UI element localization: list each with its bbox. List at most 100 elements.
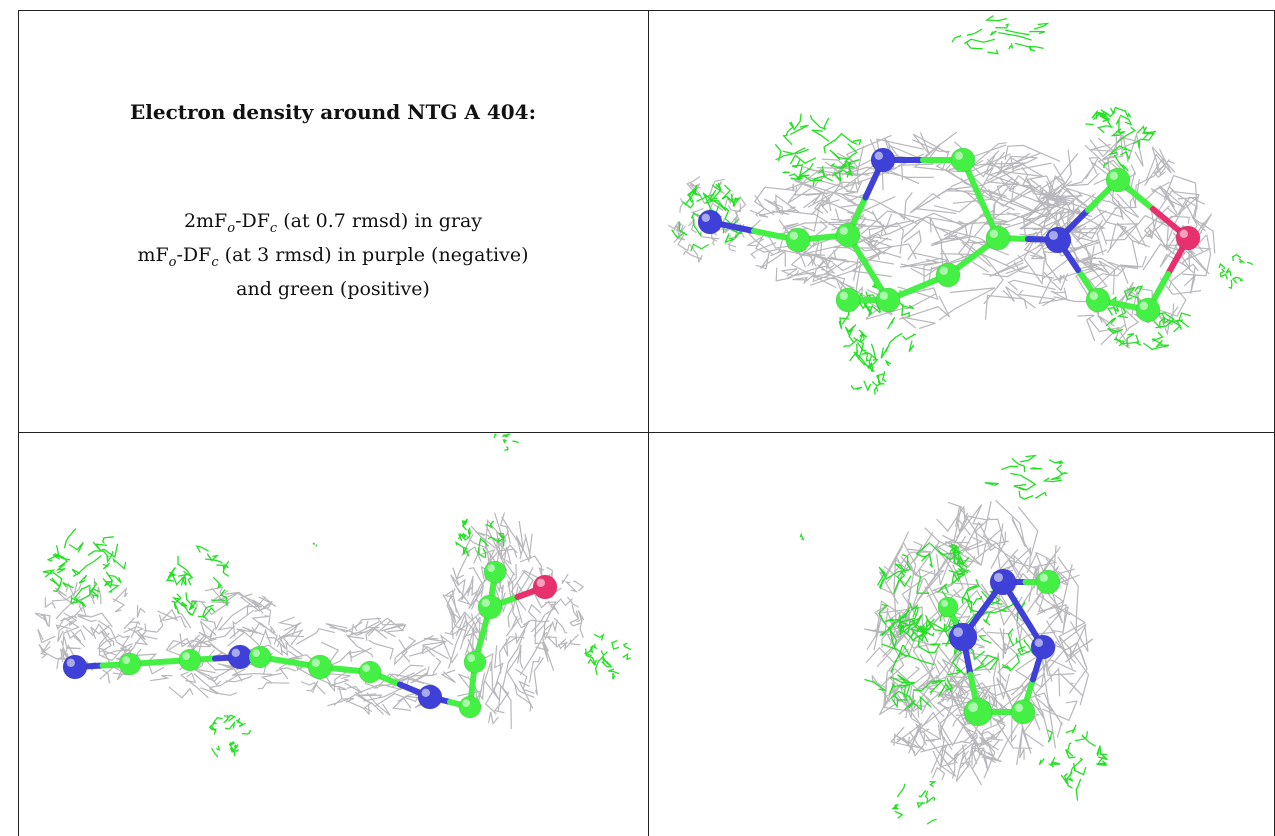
green-mesh-line <box>896 609 911 629</box>
nitrogen-atom-highlight <box>231 648 240 657</box>
gray-mesh-line <box>1048 605 1069 633</box>
gray-mesh-line <box>1066 208 1104 240</box>
green-mesh-line <box>171 597 187 609</box>
density-view-side <box>34 433 632 758</box>
gray-mesh-line <box>807 158 858 177</box>
gray-mesh-line <box>224 591 266 608</box>
green-mesh-line <box>908 602 919 618</box>
green-mesh-line <box>1231 253 1242 262</box>
green-mesh-line <box>966 599 982 613</box>
gray-mesh-line <box>127 627 149 646</box>
gray-mesh-line <box>750 242 777 259</box>
carbon-atom-highlight <box>968 702 978 712</box>
gray-mesh-line <box>1017 289 1057 307</box>
gray-mesh-line <box>258 595 276 607</box>
green-mesh-line <box>901 607 919 623</box>
green-mesh-line <box>212 717 223 725</box>
gray-mesh-line <box>55 618 71 631</box>
gray-mesh-line <box>112 597 126 613</box>
green-mesh-line <box>1007 628 1015 647</box>
gray-mesh-line <box>1153 162 1168 178</box>
gray-mesh-line <box>502 636 518 657</box>
green-mesh-line <box>881 371 887 383</box>
gray-mesh-line <box>760 250 786 269</box>
gray-mesh-line <box>410 666 430 684</box>
view-top-right <box>648 0 1275 432</box>
green-mesh-line <box>315 544 318 547</box>
green-mesh-line <box>854 353 866 366</box>
carbon-atom <box>1085 287 1111 313</box>
gray-mesh-line <box>936 658 968 694</box>
gray-mesh-line <box>900 216 969 240</box>
gray-mesh-line <box>168 637 195 652</box>
green-mesh-line <box>829 149 849 161</box>
nitrogen-atom <box>870 147 896 173</box>
green-mesh-line <box>823 117 830 131</box>
gray-mesh-line <box>137 630 158 641</box>
green-mesh-line <box>926 818 937 825</box>
gray-mesh-line <box>915 688 931 715</box>
green-mesh-line <box>1013 483 1027 491</box>
green-mesh-line <box>896 783 906 798</box>
line1-sub2: c <box>269 220 278 236</box>
green-mesh-line <box>174 593 182 614</box>
gray-mesh-line <box>143 614 164 633</box>
gray-mesh-line <box>903 229 922 261</box>
green-mesh-line <box>92 541 108 552</box>
green-mesh-line <box>809 114 827 130</box>
gray-mesh-line <box>931 766 946 781</box>
gray-mesh-line <box>501 516 524 550</box>
green-mesh-line <box>1050 756 1061 766</box>
gray-mesh-line <box>557 642 569 650</box>
green-mesh-line <box>206 553 219 562</box>
green-mesh-line <box>89 581 98 595</box>
green-mesh-line <box>1055 464 1068 474</box>
gray-mesh-line <box>327 670 348 693</box>
gray-mesh-line <box>251 615 270 628</box>
green-mesh-line <box>724 233 735 244</box>
gray-mesh-line <box>1163 174 1198 210</box>
green-mesh-line <box>951 34 962 43</box>
gray-mesh-line <box>984 294 1028 320</box>
gray-mesh-line <box>500 584 506 605</box>
gray-mesh-line <box>493 645 504 691</box>
line2-suffix: (at 3 rmsd) in purple (negative) <box>218 243 529 266</box>
gray-mesh-line <box>484 523 508 572</box>
green-mesh-line <box>715 182 722 191</box>
green-mesh-line <box>1060 773 1069 785</box>
gray-mesh-line <box>847 193 867 203</box>
gray-mesh-line <box>728 244 736 252</box>
gray-mesh-line <box>973 517 991 566</box>
gray-mesh-line <box>865 292 937 320</box>
green-mesh-line <box>838 160 852 170</box>
carbon-atom <box>1010 699 1036 725</box>
gray-mesh-line <box>980 627 1013 655</box>
gray-mesh-line <box>763 198 783 216</box>
gray-mesh-line <box>885 559 933 584</box>
gray-mesh-line <box>1157 189 1198 221</box>
gray-mesh-line <box>515 533 533 563</box>
gray-mesh-line <box>300 681 326 695</box>
gray-mesh-line <box>162 615 187 628</box>
green-mesh-line <box>861 352 878 361</box>
gray-mesh-line <box>354 617 382 632</box>
green-mesh-line <box>237 717 241 724</box>
gray-mesh-line <box>1066 227 1095 271</box>
green-mesh-line <box>225 714 236 722</box>
green-mesh-line <box>1058 461 1064 465</box>
green-mesh-line <box>1128 286 1140 306</box>
green-mesh-line <box>1122 147 1132 152</box>
gray-mesh-line <box>1088 317 1121 346</box>
carbon-atom-highlight <box>839 226 848 235</box>
green-mesh-line <box>1116 306 1128 319</box>
green-mesh-line <box>1074 731 1088 742</box>
gray-mesh-line <box>794 186 831 196</box>
green-mesh-line <box>1097 745 1108 761</box>
gray-mesh-line <box>1105 214 1169 242</box>
green-mesh-line <box>972 595 983 606</box>
gray-mesh-line <box>1119 281 1134 332</box>
gray-mesh-line <box>38 640 51 656</box>
gray-mesh-line <box>992 554 1042 582</box>
gray-mesh-line <box>886 668 945 718</box>
